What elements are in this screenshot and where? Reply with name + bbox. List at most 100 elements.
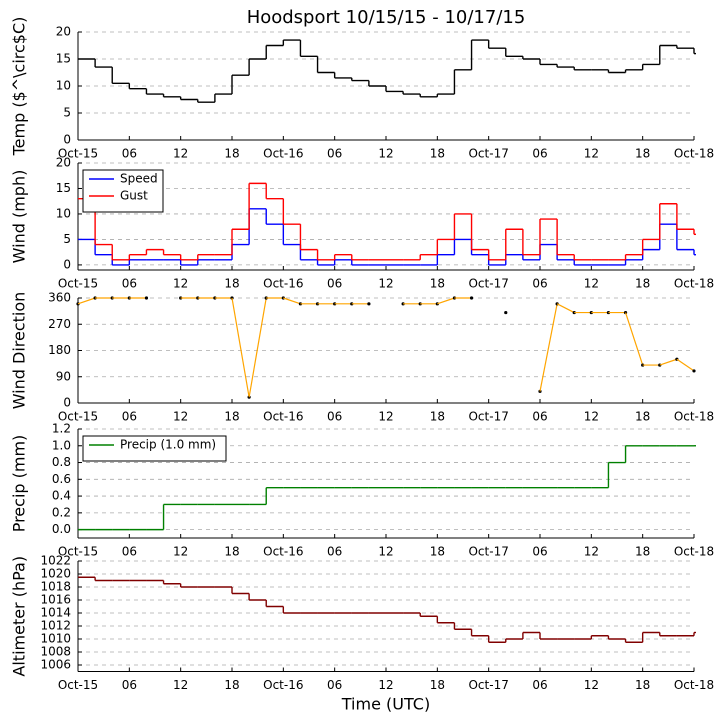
y-tick-label: 360 xyxy=(48,291,71,305)
y-tick-label: 1008 xyxy=(40,645,71,659)
point xyxy=(504,310,508,315)
legend-box xyxy=(82,169,164,213)
x-tick-label: 18 xyxy=(224,410,239,424)
series xyxy=(78,576,696,643)
y-tick-label: 1014 xyxy=(40,606,71,620)
y-tick-label: 0.8 xyxy=(52,455,71,469)
legend-label: Speed xyxy=(120,172,158,186)
y-tick-label: 270 xyxy=(48,317,71,331)
y-tick-label: 20 xyxy=(56,156,71,170)
x-tick-label: Oct-17 xyxy=(468,410,508,424)
x-tick-label: 12 xyxy=(378,147,393,161)
x-tick-label: 06 xyxy=(327,410,342,424)
y-tick-label: 15 xyxy=(56,181,71,195)
x-tick-label: Oct-17 xyxy=(468,147,508,161)
x-tick-label: 12 xyxy=(378,410,393,424)
x-tick-label: 06 xyxy=(122,147,137,161)
connector xyxy=(248,297,267,398)
point xyxy=(367,302,371,306)
x-tick-label: Oct-15 xyxy=(58,277,98,291)
y-tick-label: 1018 xyxy=(40,580,71,594)
y-tick-label: 1010 xyxy=(40,632,71,646)
point xyxy=(179,296,183,300)
x-tick-label: 12 xyxy=(378,277,393,291)
x-tick-label: 18 xyxy=(635,277,650,291)
legend-label: Precip (1.0 mm) xyxy=(120,438,216,452)
x-tick-label: 12 xyxy=(378,678,393,692)
y-tick-label: 90 xyxy=(56,369,71,383)
series xyxy=(78,208,696,266)
connector xyxy=(659,358,678,366)
x-tick-label: Oct-18 xyxy=(674,277,714,291)
x-tick-label: 12 xyxy=(173,678,188,692)
y-tick-label: 1006 xyxy=(40,658,71,672)
series xyxy=(78,39,696,103)
y-tick-label: 1.0 xyxy=(52,438,71,452)
point xyxy=(144,296,149,300)
x-tick-label: Oct-17 xyxy=(468,277,508,291)
panel: 0 5 10 15 20 Oct-15 06 12 18 Oct-16 06 12 18 Oct-17 06… xyxy=(10,17,715,161)
x-tick-label: Oct-16 xyxy=(263,147,303,161)
x-tick-label: 06 xyxy=(532,678,547,692)
y-tick-label: 1020 xyxy=(40,567,71,581)
x-tick-label: 12 xyxy=(173,147,188,161)
x-tick-label: 18 xyxy=(430,277,445,291)
x-tick-label: 18 xyxy=(635,545,650,559)
y-tick-label: 0.4 xyxy=(52,489,71,503)
y-tick-label: 5 xyxy=(63,232,71,246)
panel: 0 5 10 15 20 Oct-15 06 12 18 Oct-16 06 12 18 Oct-17 06… xyxy=(10,156,715,291)
legend: Precip (1.0 mm) xyxy=(82,435,227,462)
series xyxy=(76,296,696,399)
y-tick-label: 0.6 xyxy=(52,472,71,486)
y-tick-label: 1022 xyxy=(40,554,71,568)
x-tick-label: 06 xyxy=(122,277,137,291)
x-tick-label: Oct-15 xyxy=(58,147,98,161)
x-tick-label: Oct-16 xyxy=(263,410,303,424)
x-tick-label: 12 xyxy=(584,678,599,692)
x-tick-label: Oct-16 xyxy=(263,277,303,291)
y-tick-label: 20 xyxy=(56,25,71,39)
connector xyxy=(539,303,558,392)
x-tick-label: 06 xyxy=(327,277,342,291)
x-tick-label: 06 xyxy=(122,410,137,424)
connector xyxy=(77,297,96,305)
x-tick-label: 06 xyxy=(532,410,547,424)
y-tick-label: 180 xyxy=(48,343,71,357)
connector xyxy=(676,358,695,372)
panel: 0 90 180 270 360 Oct-15 06 12 18 Oct-16 06 12 18 Oct-… xyxy=(10,291,715,424)
connector xyxy=(231,297,250,398)
x-tick-label: 12 xyxy=(584,147,599,161)
x-axis-label: Time (UTC) xyxy=(341,695,430,714)
x-tick-label: Oct-15 xyxy=(58,678,98,692)
x-tick-label: 18 xyxy=(430,545,445,559)
x-tick-label: 12 xyxy=(173,545,188,559)
x-tick-label: 06 xyxy=(327,147,342,161)
x-tick-label: Oct-16 xyxy=(263,678,303,692)
y-axis-label: Wind (mph) xyxy=(10,170,29,264)
x-tick-label: 18 xyxy=(224,277,239,291)
x-tick-label: 06 xyxy=(122,545,137,559)
y-tick-label: 10 xyxy=(56,79,71,93)
x-tick-label: Oct-17 xyxy=(468,678,508,692)
connector xyxy=(283,297,301,305)
x-tick-label: 18 xyxy=(224,545,239,559)
x-tick-label: Oct-18 xyxy=(674,147,714,161)
y-tick-label: 1.2 xyxy=(52,422,71,436)
y-tick-label: 1012 xyxy=(40,619,71,633)
y-axis-label: Wind Direction xyxy=(10,292,29,410)
series xyxy=(78,445,696,531)
y-tick-label: 1016 xyxy=(40,593,71,607)
x-tick-label: Oct-15 xyxy=(58,545,98,559)
x-tick-label: 06 xyxy=(532,147,547,161)
connector xyxy=(624,312,644,366)
y-tick-label: 0.0 xyxy=(52,522,71,536)
point xyxy=(692,369,696,373)
x-tick-label: 18 xyxy=(430,410,445,424)
x-tick-label: 18 xyxy=(635,678,650,692)
x-tick-label: 18 xyxy=(430,147,445,161)
x-tick-label: Oct-15 xyxy=(58,410,98,424)
x-tick-label: 12 xyxy=(584,410,599,424)
x-tick-label: 18 xyxy=(635,147,650,161)
